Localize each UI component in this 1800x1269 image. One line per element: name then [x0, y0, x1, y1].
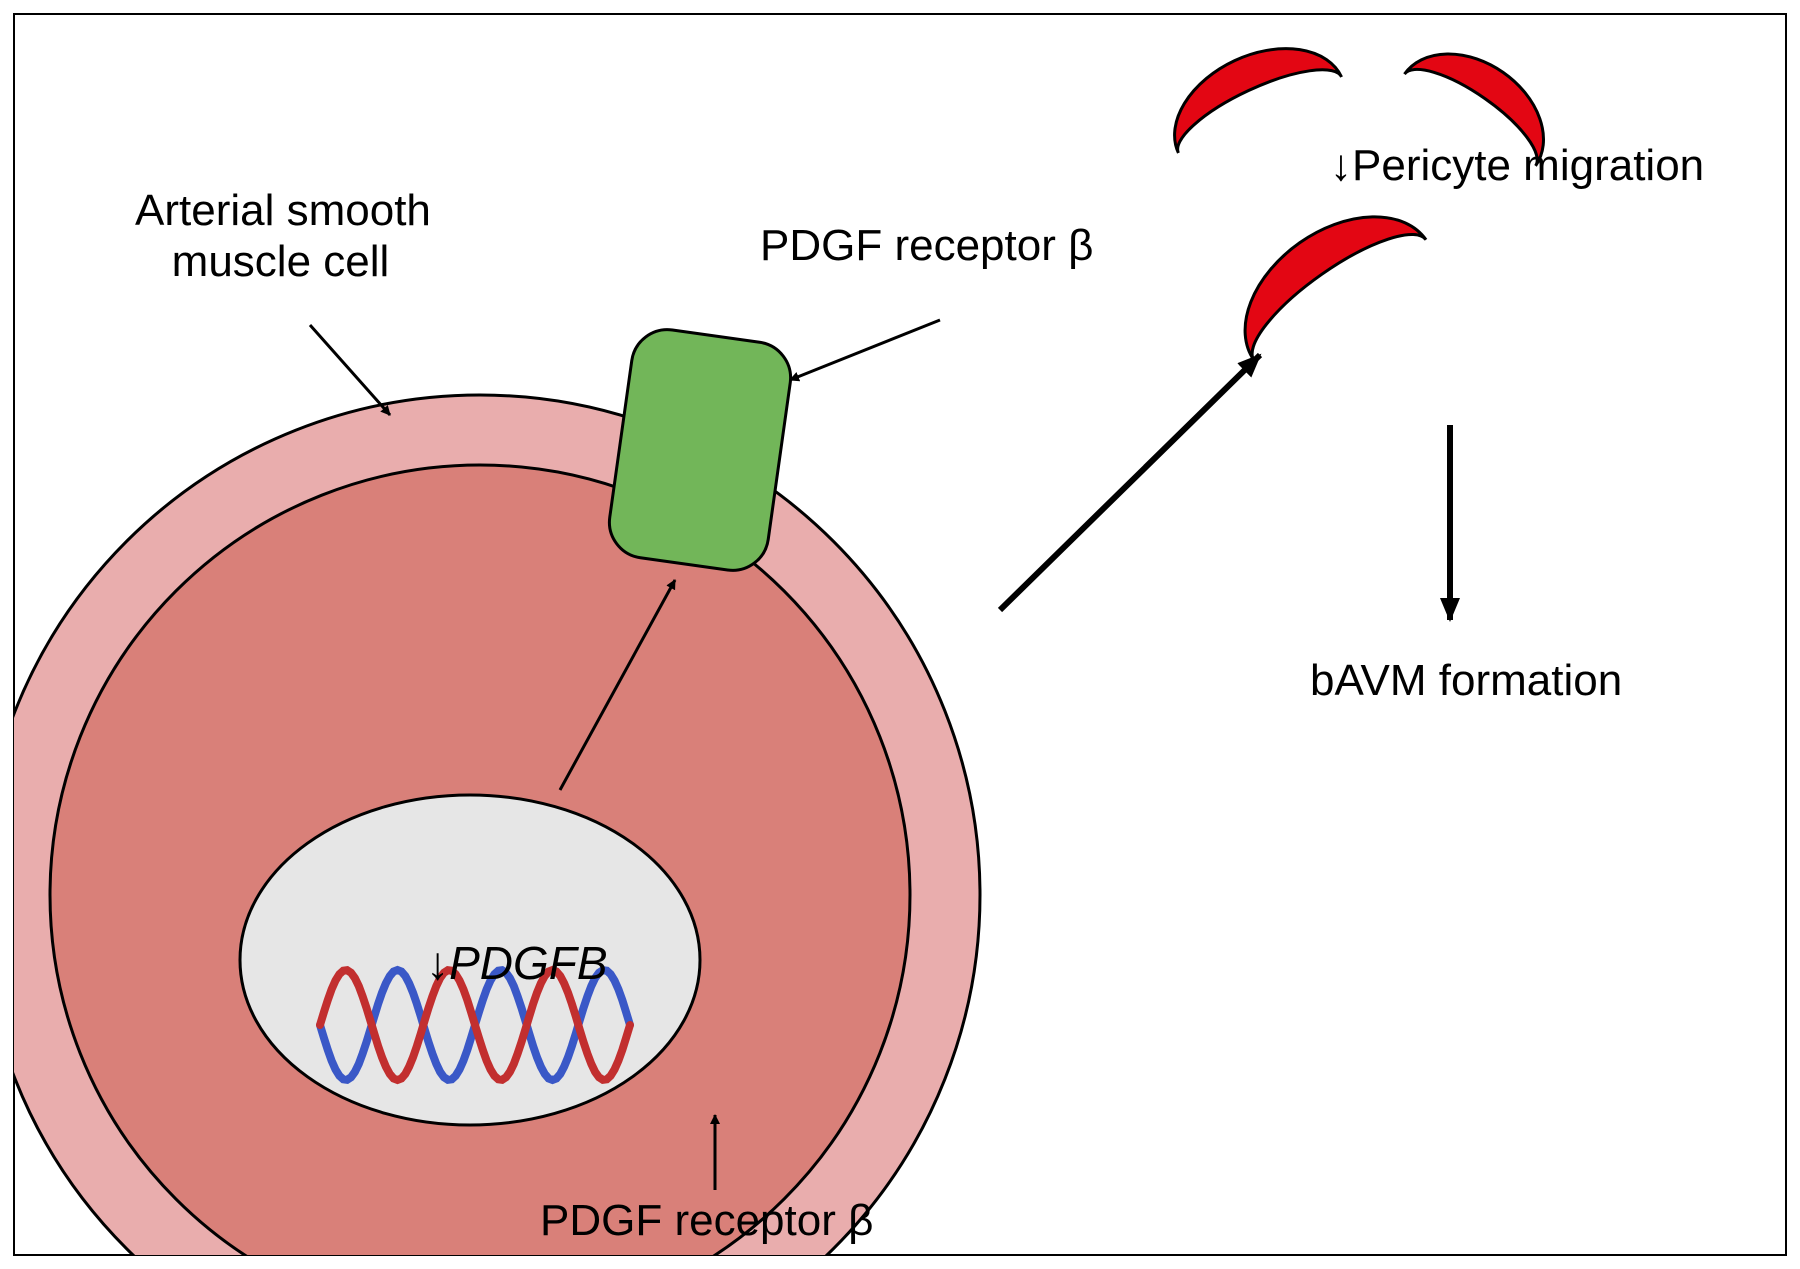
pericyte-blob [1214, 182, 1426, 360]
arrow-receptor-label [790, 320, 940, 380]
arrow-cell-to-pericytes [1000, 355, 1260, 610]
label-pdgfb-gene: ↓PDGFB [375, 884, 608, 1043]
arrow-smc-to-ring [310, 325, 390, 415]
label-pericyte-migration: ↓Pericyte migration [1330, 141, 1704, 192]
pdgf-receptor [605, 325, 795, 575]
pericyte-blob [1153, 23, 1341, 153]
label-arterial-smooth-muscle-cell: Arterial smooth muscle cell [135, 186, 431, 287]
label-pdgf-receptor-beta: PDGF receptor β [760, 221, 1093, 272]
label-bavm-formation: bAVM formation [1310, 656, 1622, 707]
label-pdgf-receptor-beta-bottom: PDGF receptor β [540, 1196, 873, 1247]
diagram-stage: Arterial smooth muscle cell PDGF recepto… [0, 0, 1800, 1269]
